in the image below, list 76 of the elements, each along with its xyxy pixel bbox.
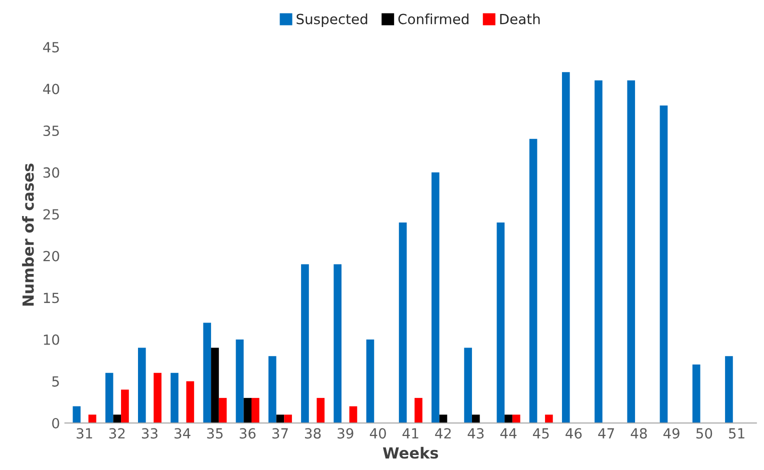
bar	[464, 348, 472, 423]
bar	[276, 414, 284, 423]
bar	[113, 414, 122, 423]
bar	[660, 105, 668, 423]
x-tick-label: 46	[566, 428, 582, 439]
bar	[138, 348, 146, 423]
bar	[203, 322, 212, 423]
x-tick-label: 39	[338, 428, 354, 439]
bar	[432, 172, 440, 423]
bar	[284, 414, 292, 423]
bar	[88, 414, 96, 423]
x-tick-label: 38	[305, 428, 321, 439]
bar	[496, 222, 505, 423]
x-tick-label: 36	[240, 428, 256, 439]
bar	[170, 372, 178, 423]
y-tick-label: 25	[43, 209, 59, 220]
bar	[594, 80, 602, 423]
bar	[154, 372, 162, 423]
bar	[72, 406, 81, 423]
x-tick-label: 41	[402, 428, 418, 438]
bar	[512, 414, 520, 423]
bar	[268, 356, 276, 423]
x-tick-label: 45	[532, 428, 549, 439]
bar	[472, 414, 480, 423]
bar	[218, 398, 227, 423]
x-tick-label: 51	[729, 428, 744, 439]
bar	[211, 348, 219, 423]
legend-label: Death	[500, 14, 540, 24]
x-tick-label: 48	[630, 428, 647, 439]
x-tick-label: 34	[174, 428, 190, 439]
y-tick-label: 20	[43, 250, 60, 262]
x-tick-label: 43	[468, 428, 484, 439]
x-tick-label: 35	[207, 428, 223, 439]
x-tick-label: 37	[272, 428, 288, 439]
bar	[334, 264, 342, 423]
x-tick-label: 40	[370, 428, 386, 439]
bar	[504, 414, 512, 423]
x-tick-label: 47	[598, 428, 614, 438]
bar	[236, 339, 244, 423]
legend-label: Suspected	[296, 14, 368, 27]
x-tick-label: 49	[663, 428, 680, 439]
bar	[251, 398, 260, 423]
bar	[349, 406, 358, 423]
bar	[105, 372, 114, 423]
bar	[545, 414, 553, 423]
bar	[627, 80, 636, 423]
x-tick-label: 50	[696, 428, 712, 439]
y-tick-label: 40	[43, 84, 60, 94]
y-tick-label: 0	[52, 418, 60, 428]
legend-label: Confirmed	[398, 14, 468, 24]
x-tick-label: 44	[500, 428, 517, 438]
y-tick-label: 15	[44, 292, 59, 304]
bar	[301, 264, 309, 423]
bar	[366, 339, 374, 423]
bar	[398, 222, 407, 423]
bar	[562, 72, 570, 423]
y-tick-label: 10	[44, 334, 60, 345]
x-tick-label: 31	[76, 428, 92, 439]
x-axis-title: Weeks	[382, 446, 438, 459]
y-tick-label: 35	[43, 126, 59, 136]
x-tick-label: 42	[435, 428, 451, 438]
bar	[316, 398, 325, 423]
y-tick-label: 5	[52, 376, 59, 387]
bar	[439, 414, 448, 423]
y-tick-label: 45	[43, 42, 59, 52]
bar	[186, 381, 194, 423]
bar	[725, 356, 733, 423]
x-tick-label: 32	[109, 428, 125, 439]
bar	[121, 390, 129, 423]
x-tick-label: 33	[142, 428, 158, 439]
y-axis-title: Number of cases	[22, 164, 34, 306]
bar	[529, 138, 538, 423]
bar	[692, 364, 700, 423]
y-tick-label: 30	[43, 167, 60, 178]
bar	[414, 398, 422, 423]
bar	[244, 398, 252, 423]
